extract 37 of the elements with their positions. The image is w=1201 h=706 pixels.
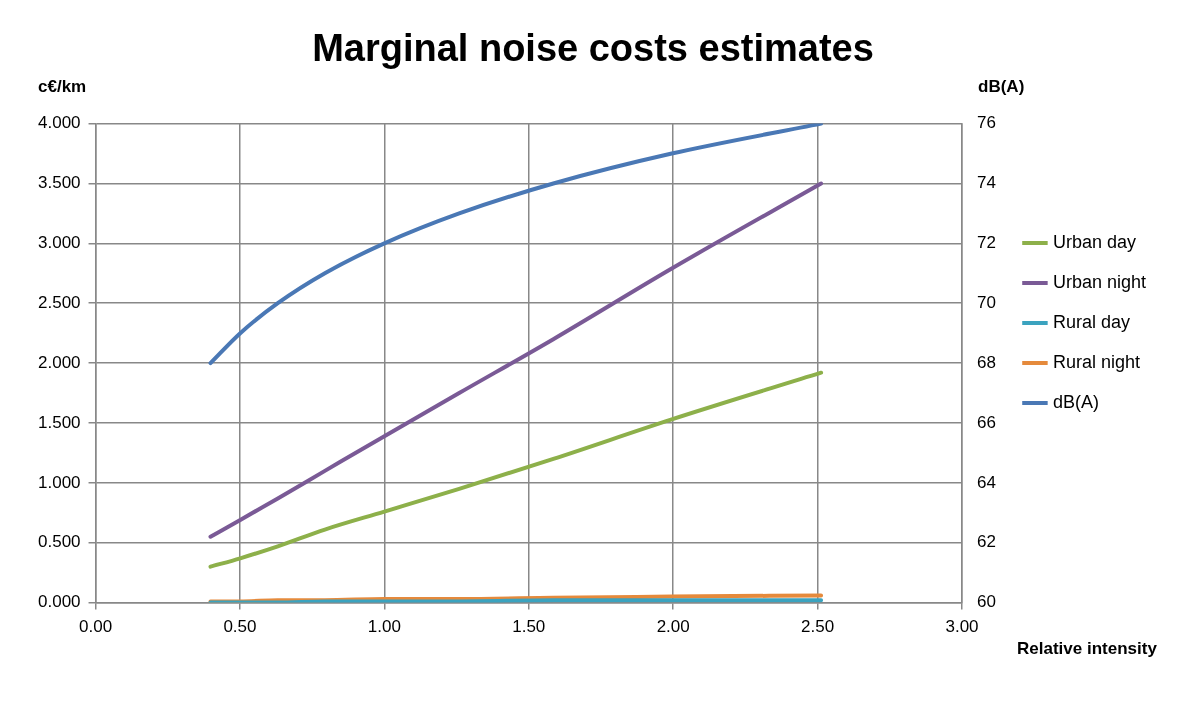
y2-tick-label: 66 [977,412,996,432]
y2-axis-title: dB(A) [978,76,1025,96]
y-tick-label: 4.000 [37,113,81,133]
y-tick-label: 1.500 [37,412,81,432]
legend-label: Rural day [1052,311,1130,332]
y-tick-label: 3.500 [37,173,81,193]
x-tick-label: 0.50 [223,617,257,637]
legend-label: Rural night [1052,351,1140,372]
line-series [208,370,824,569]
y2-tick-label: 60 [977,592,996,612]
x-tick-label: 2.50 [801,617,835,637]
legend-label: Urban night [1052,271,1146,292]
y-tick-label: 1.000 [37,472,81,492]
y2-tick-label: 72 [977,233,996,253]
chart-title: Marginal noise costs estimates [312,27,874,70]
y2-tick-label: 70 [977,292,996,312]
y-tick-label: 2.500 [37,292,81,312]
x-tick-label: 3.00 [945,617,979,637]
x-tick-label: 1.50 [512,617,546,637]
y2-tick-label: 68 [977,352,996,372]
y-tick-label: 3.000 [37,233,81,253]
x-axis-title: Relative intensity [1017,638,1158,658]
x-tick-label: 2.00 [656,617,690,637]
x-tick-label: 0.00 [78,617,113,637]
y2-tick-label: 62 [977,532,996,552]
y2-tick-label: 76 [977,113,996,133]
legend-label: dB(A) [1052,391,1099,412]
y-tick-label: 0.000 [37,592,81,612]
y2-tick-label: 64 [977,472,996,492]
line-series [208,181,824,539]
y-tick-label: 0.500 [37,532,81,552]
y2-tick-label: 74 [977,173,996,193]
legend-label: Urban day [1052,231,1136,252]
y-tick-label: 2.000 [37,352,81,372]
x-tick-label: 1.00 [367,617,401,637]
line-series [208,123,824,366]
y-axis-title: c€/km [38,76,87,96]
